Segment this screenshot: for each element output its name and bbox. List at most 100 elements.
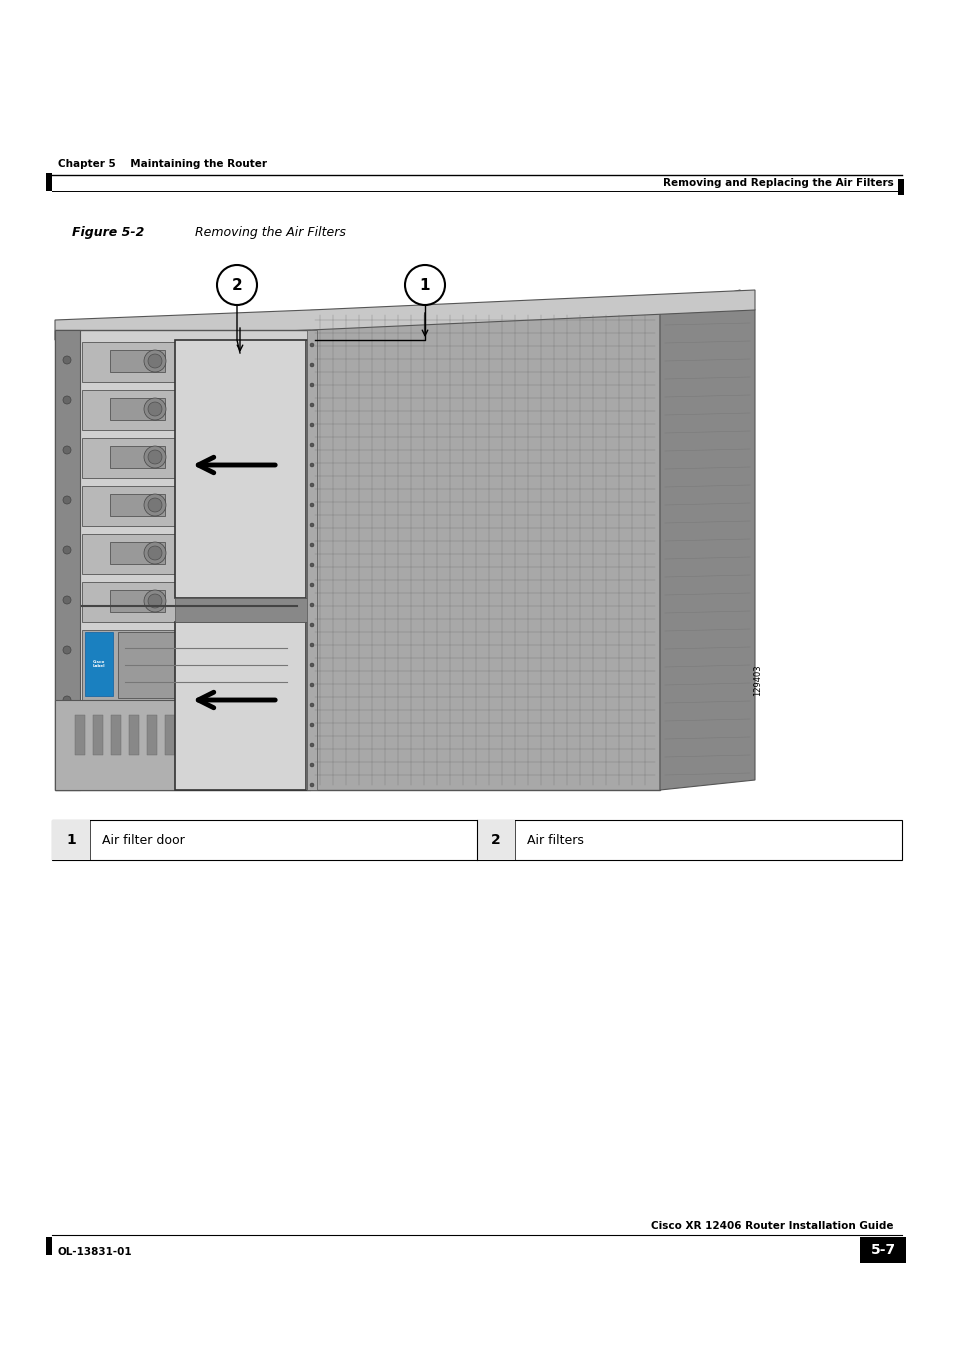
Circle shape: [310, 503, 314, 507]
Circle shape: [310, 684, 314, 688]
Bar: [254, 715, 265, 755]
Bar: [46, 1238, 52, 1255]
Bar: [111, 715, 121, 755]
Circle shape: [216, 265, 256, 305]
Circle shape: [63, 596, 71, 604]
Circle shape: [310, 763, 314, 767]
Circle shape: [310, 484, 314, 486]
Bar: [118, 632, 294, 698]
Text: Figure 5-2: Figure 5-2: [71, 226, 144, 239]
Bar: [897, 178, 903, 195]
Circle shape: [310, 543, 314, 547]
Circle shape: [148, 499, 162, 512]
Bar: [129, 715, 139, 755]
Circle shape: [144, 399, 166, 420]
Bar: [75, 715, 85, 755]
Circle shape: [148, 594, 162, 608]
Circle shape: [63, 696, 71, 704]
Bar: [85, 632, 112, 696]
Bar: [201, 715, 211, 755]
Text: Cisco XR 12406 Router Installation Guide: Cisco XR 12406 Router Installation Guide: [651, 1221, 893, 1231]
Text: 1: 1: [66, 834, 76, 847]
Text: Chapter 5    Maintaining the Router: Chapter 5 Maintaining the Router: [58, 159, 267, 169]
Bar: [110, 494, 165, 516]
Circle shape: [310, 563, 314, 567]
Polygon shape: [659, 290, 754, 790]
Bar: [147, 715, 157, 755]
Bar: [82, 534, 296, 574]
Circle shape: [148, 403, 162, 416]
Bar: [174, 621, 310, 790]
Circle shape: [310, 523, 314, 527]
Text: Removing and Replacing the Air Filters: Removing and Replacing the Air Filters: [662, 178, 893, 188]
Bar: [92, 715, 103, 755]
Bar: [219, 715, 229, 755]
Circle shape: [310, 423, 314, 427]
Bar: [82, 486, 296, 526]
Circle shape: [405, 265, 444, 305]
Circle shape: [63, 496, 71, 504]
Circle shape: [310, 443, 314, 447]
Text: Air filters: Air filters: [526, 834, 583, 847]
Bar: [307, 330, 316, 790]
Text: 2: 2: [491, 834, 500, 847]
Bar: [55, 330, 310, 790]
Bar: [52, 820, 901, 861]
Circle shape: [310, 343, 314, 347]
Bar: [110, 350, 165, 372]
Polygon shape: [55, 290, 754, 340]
Bar: [110, 446, 165, 467]
Bar: [46, 173, 52, 190]
Circle shape: [310, 643, 314, 647]
Bar: [55, 330, 80, 790]
Circle shape: [144, 494, 166, 516]
Text: Cisco
Label: Cisco Label: [92, 659, 105, 669]
Circle shape: [144, 446, 166, 467]
Circle shape: [310, 363, 314, 367]
Bar: [110, 399, 165, 420]
Circle shape: [63, 446, 71, 454]
Circle shape: [144, 542, 166, 563]
Text: Air filter door: Air filter door: [102, 834, 185, 847]
Bar: [305, 621, 310, 790]
Circle shape: [310, 463, 314, 467]
Bar: [174, 340, 310, 598]
Bar: [305, 340, 310, 598]
Bar: [82, 390, 296, 430]
Bar: [183, 715, 193, 755]
Bar: [82, 342, 296, 382]
Bar: [110, 542, 165, 563]
Text: 5-7: 5-7: [869, 1243, 895, 1256]
Circle shape: [310, 584, 314, 586]
Circle shape: [310, 403, 314, 407]
Circle shape: [148, 546, 162, 561]
Circle shape: [310, 382, 314, 386]
Bar: [273, 715, 283, 755]
Bar: [291, 715, 301, 755]
Circle shape: [63, 396, 71, 404]
Text: 1: 1: [419, 277, 430, 293]
Text: 129403: 129403: [753, 665, 761, 696]
Text: Removing the Air Filters: Removing the Air Filters: [174, 226, 346, 239]
Bar: [310, 309, 659, 790]
Circle shape: [310, 723, 314, 727]
Circle shape: [63, 357, 71, 363]
Circle shape: [63, 646, 71, 654]
Bar: [82, 582, 296, 621]
Text: 2: 2: [232, 277, 242, 293]
Bar: [52, 820, 90, 861]
Circle shape: [144, 590, 166, 612]
Bar: [236, 715, 247, 755]
Circle shape: [310, 663, 314, 667]
Circle shape: [148, 450, 162, 463]
Text: OL-13831-01: OL-13831-01: [58, 1247, 132, 1256]
Circle shape: [144, 350, 166, 372]
Circle shape: [310, 603, 314, 607]
Bar: [174, 598, 310, 621]
Bar: [165, 715, 174, 755]
Circle shape: [310, 703, 314, 707]
Bar: [476, 820, 515, 861]
Circle shape: [310, 743, 314, 747]
Circle shape: [310, 784, 314, 788]
Bar: [110, 590, 165, 612]
